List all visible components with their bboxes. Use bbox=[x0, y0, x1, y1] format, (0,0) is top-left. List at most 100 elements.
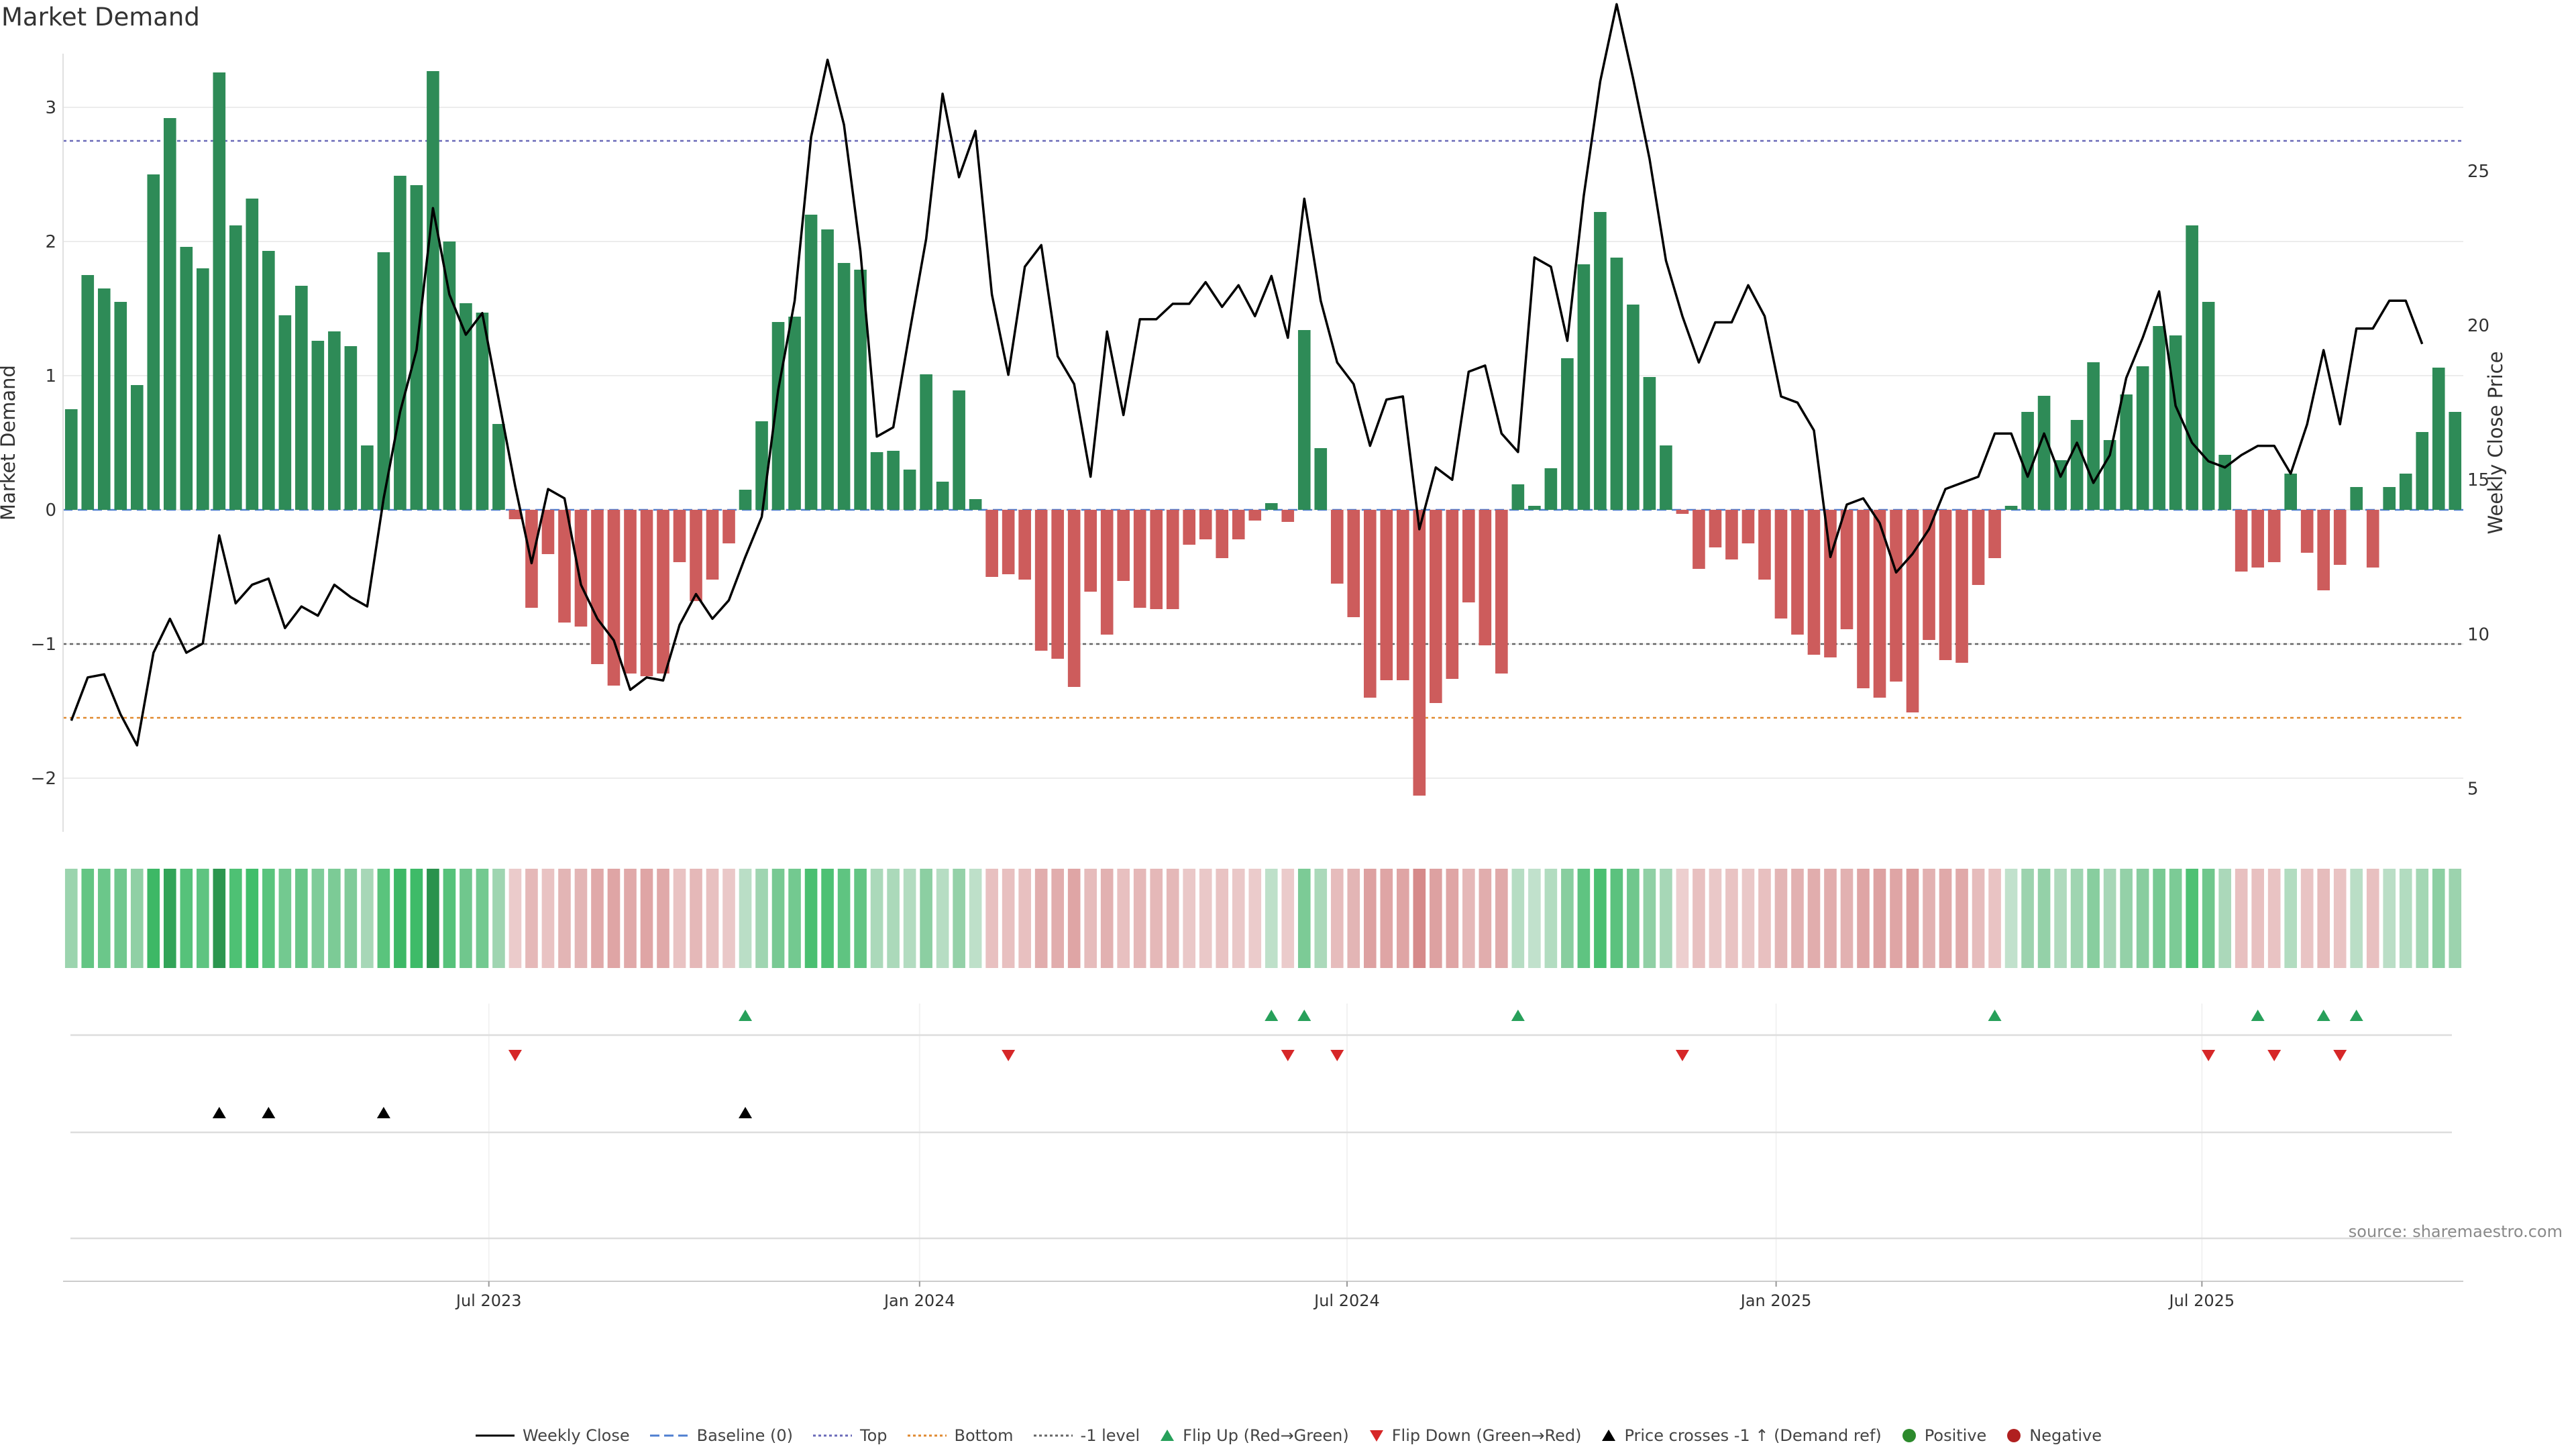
heat-strip-cell bbox=[1972, 869, 1985, 968]
heat-strip-cell bbox=[1791, 869, 1804, 968]
heat-strip-cell bbox=[1314, 869, 1328, 968]
legend-swatch bbox=[1602, 1430, 1616, 1441]
negative-demand-bar bbox=[1183, 510, 1196, 545]
heat-strip-cell bbox=[1857, 869, 1870, 968]
heat-strip-cell bbox=[2120, 869, 2133, 968]
heat-strip-cell bbox=[1183, 869, 1196, 968]
heat-strip-cell bbox=[1594, 869, 1607, 968]
heat-strip-cell bbox=[2004, 869, 2018, 968]
negative-demand-bar bbox=[1939, 510, 1952, 660]
heat-strip-cell bbox=[887, 869, 900, 968]
heat-strip-cell bbox=[476, 869, 489, 968]
price-cross-marker bbox=[262, 1107, 276, 1118]
positive-demand-bar bbox=[278, 315, 292, 510]
positive-demand-bar bbox=[1528, 506, 1541, 510]
y2-tick-label: 25 bbox=[2467, 162, 2489, 182]
y-tick-label: 3 bbox=[45, 98, 56, 118]
legend-swatch bbox=[1033, 1434, 1073, 1437]
negative-demand-bar bbox=[2267, 510, 2281, 562]
positive-demand-bar bbox=[936, 482, 949, 510]
heat-strip-cell bbox=[229, 869, 242, 968]
heat-strip-cell bbox=[1232, 869, 1245, 968]
negative-demand-bar bbox=[1774, 510, 1788, 619]
legend-swatch bbox=[2007, 1429, 2021, 1442]
heat-strip-cell bbox=[2037, 869, 2051, 968]
heat-strip-cell bbox=[1528, 869, 1541, 968]
flip-down-marker bbox=[2333, 1050, 2347, 1061]
source-note: source: sharemaestro.com bbox=[2348, 1222, 2563, 1241]
flip-down-marker bbox=[1002, 1050, 1016, 1061]
x-tick-label: Jan 2024 bbox=[883, 1291, 955, 1310]
heat-strip-cell bbox=[1923, 869, 1935, 968]
heat-strip-cell bbox=[920, 869, 932, 968]
heat-strip-cell bbox=[1281, 869, 1295, 968]
heat-strip-cell bbox=[2021, 869, 2034, 968]
heat-strip-cell bbox=[2350, 869, 2363, 968]
heat-strip-cell bbox=[2333, 869, 2347, 968]
positive-demand-bar bbox=[1544, 468, 1558, 510]
flip-up-marker bbox=[1988, 1010, 2002, 1021]
reference-lines bbox=[63, 140, 2463, 719]
positive-demand-bar bbox=[2186, 225, 2198, 510]
heat-strip-cell bbox=[1446, 869, 1459, 968]
negative-demand-bar bbox=[574, 510, 588, 627]
negative-demand-bar bbox=[1347, 510, 1360, 617]
heat-strip-cell bbox=[1906, 869, 1919, 968]
positive-demand-bar bbox=[2399, 474, 2412, 510]
flip-up-marker bbox=[2316, 1010, 2330, 1021]
heat-strip-cell bbox=[690, 869, 702, 968]
positive-demand-bar bbox=[328, 331, 341, 510]
negative-demand-bar bbox=[1972, 510, 1985, 585]
negative-demand-bar bbox=[1363, 510, 1377, 698]
flip-down-marker bbox=[1281, 1050, 1295, 1061]
flip-up-marker bbox=[2251, 1010, 2265, 1021]
heat-strip-cell bbox=[854, 869, 867, 968]
heat-strip-cell bbox=[1430, 869, 1442, 968]
heat-strip-cell bbox=[2087, 869, 2100, 968]
heat-strip-cell bbox=[410, 869, 423, 968]
positive-demand-bar bbox=[903, 470, 916, 510]
positive-demand-bar bbox=[344, 346, 358, 510]
y2-tick-label: 20 bbox=[2467, 316, 2489, 336]
heat-strip-cell bbox=[936, 869, 949, 968]
legend-label: Weekly Close bbox=[522, 1426, 630, 1445]
negative-demand-bar bbox=[1067, 510, 1081, 687]
positive-demand-bar bbox=[788, 317, 801, 510]
heat-strip-cell bbox=[1133, 869, 1146, 968]
positive-demand-bar bbox=[1577, 264, 1591, 510]
heat-strip-cell bbox=[2202, 869, 2215, 968]
flip-down-marker bbox=[1675, 1050, 1689, 1061]
positive-demand-bar bbox=[969, 499, 982, 510]
heat-strip-cell bbox=[1002, 869, 1015, 968]
positive-demand-bar bbox=[64, 409, 78, 510]
heat-strip-cell bbox=[1627, 869, 1640, 968]
heat-strip-cell bbox=[2284, 869, 2297, 968]
x-tick-label: Jan 2025 bbox=[1739, 1291, 1812, 1310]
heat-strip-cell bbox=[114, 869, 127, 968]
heat-strip-cell bbox=[1676, 869, 1689, 968]
legend-item: -1 level bbox=[1032, 1426, 1140, 1445]
negative-demand-bar bbox=[1051, 510, 1064, 659]
positive-demand-bar bbox=[2169, 335, 2182, 510]
legend-item: Flip Up (Red→Green) bbox=[1159, 1426, 1349, 1445]
heat-strip-cell bbox=[443, 869, 456, 968]
positive-demand-bar bbox=[920, 374, 932, 510]
positive-demand-bar bbox=[213, 72, 226, 510]
positive-demand-bar bbox=[246, 199, 259, 510]
positive-demand-bar bbox=[2070, 420, 2084, 510]
x-tick-label: Jul 2023 bbox=[455, 1291, 522, 1310]
heat-strip-cell bbox=[1380, 869, 1393, 968]
heat-strip-cell bbox=[2054, 869, 2067, 968]
legend-label: Top bbox=[860, 1426, 888, 1445]
heat-strip-cell bbox=[2153, 869, 2165, 968]
negative-demand-bar bbox=[2317, 510, 2330, 590]
heat-strip-cell bbox=[2449, 869, 2462, 968]
legend-item: Negative bbox=[2005, 1426, 2102, 1445]
negative-demand-bar bbox=[1413, 510, 1426, 796]
negative-demand-bar bbox=[558, 510, 571, 623]
flip-up-marker bbox=[1297, 1010, 1311, 1021]
heat-strip-cell bbox=[969, 869, 982, 968]
positive-demand-bar bbox=[394, 176, 407, 510]
heat-strip-cell bbox=[2136, 869, 2149, 968]
